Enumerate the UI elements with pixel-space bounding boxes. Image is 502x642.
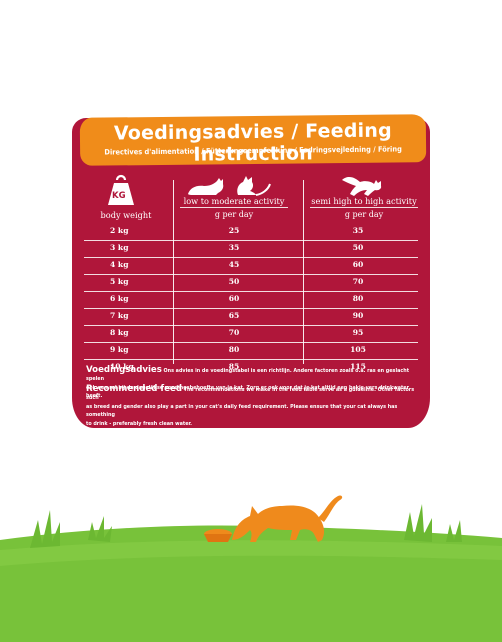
table-row: 10 kg 85 115 (84, 359, 418, 375)
low-activity-unit: g per day (214, 210, 254, 219)
kg-weight-icon (106, 174, 136, 206)
advice-dutch-line1: Ons advies in de voedingstabel is een ri… (86, 368, 410, 383)
page-title: Voedingsadvies / Feeding Instruction (113, 119, 392, 166)
high-activity-cell: 35 (352, 226, 364, 235)
weight-cell: 10 kg (110, 362, 134, 371)
weight-cell: 2 kg (110, 226, 129, 235)
low-activity-cell: 65 (228, 311, 240, 320)
row-divider (84, 274, 418, 275)
advice-english-line3: to drink - preferably fresh clean water. (86, 420, 193, 427)
feeding-card (72, 118, 430, 428)
cat-eating-from-bowl-illustration (0, 470, 502, 642)
advice-english-line2: as breed and gender also play a part in … (86, 403, 398, 419)
low-activity-cell: 50 (228, 277, 240, 286)
low-activity-cell: 45 (228, 260, 240, 269)
table-row: 9 kg 80 105 (84, 342, 418, 358)
low-activity-cell: 85 (228, 362, 240, 371)
table-row: 8 kg 70 95 (84, 325, 418, 341)
weight-cell: 3 kg (110, 243, 129, 252)
weight-cell: 9 kg (110, 345, 129, 354)
low-activity-cell: 70 (228, 328, 240, 337)
row-divider (84, 291, 418, 292)
low-activity-cell: 60 (228, 294, 240, 303)
weight-column-header: body weight (100, 210, 152, 220)
advice-english-heading: Recommended feed (86, 384, 182, 394)
header-divider-high (310, 207, 418, 208)
advice-dutch-line2: ook een rol bij de dagelijkse voedingsbe… (86, 384, 409, 400)
cat-jumping-icon (340, 172, 386, 198)
column-divider-2 (303, 180, 304, 364)
header-divider-low (180, 207, 288, 208)
row-divider (84, 308, 418, 309)
weight-cell: 4 kg (110, 260, 129, 269)
table-row: 7 kg 65 90 (84, 308, 418, 324)
high-activity-cell: 60 (352, 260, 364, 269)
low-activity-cell: 35 (228, 243, 240, 252)
advice-english-line1: The recommendations we make in the feed … (86, 387, 415, 402)
low-activity-cell: 80 (228, 345, 240, 354)
table-row: 6 kg 60 80 (84, 291, 418, 307)
table-row: 5 kg 50 70 (84, 274, 418, 290)
weight-cell: 5 kg (110, 277, 129, 286)
high-activity-cell: 70 (352, 277, 364, 286)
high-activity-header: semi high to high activity (311, 196, 417, 206)
advice-english: Recommended feed The recommendations we … (86, 385, 420, 428)
high-activity-cell: 105 (350, 345, 366, 354)
low-activity-header: low to moderate activity (183, 196, 285, 206)
high-activity-cell: 80 (352, 294, 364, 303)
weight-cell: 8 kg (110, 328, 129, 337)
title-banner: Voedingsadvies / Feeding Instruction Dir… (79, 114, 427, 166)
row-divider (84, 240, 418, 241)
advice-dutch-heading: Voedingsadvies (86, 365, 162, 375)
high-activity-cell: 50 (352, 243, 364, 252)
column-divider-1 (173, 180, 174, 364)
row-divider (84, 342, 418, 343)
weight-cell: 7 kg (110, 311, 129, 320)
row-divider (84, 325, 418, 326)
row-divider (84, 257, 418, 258)
two-cats-sitting-icon (186, 172, 278, 196)
advice-dutch: Voedingsadvies Ons advies in de voedings… (86, 366, 420, 401)
high-activity-cell: 95 (352, 328, 364, 337)
table-row: 4 kg 45 60 (84, 257, 418, 273)
kg-label: KG (112, 191, 126, 201)
low-activity-cell: 25 (228, 226, 240, 235)
weight-cell: 6 kg (110, 294, 129, 303)
high-activity-unit: g per day (344, 210, 384, 219)
high-activity-cell: 90 (352, 311, 364, 320)
table-row: 3 kg 35 50 (84, 240, 418, 256)
table-row: 2 kg 25 35 (84, 223, 418, 239)
high-activity-cell: 115 (350, 362, 366, 371)
row-divider (84, 359, 418, 360)
